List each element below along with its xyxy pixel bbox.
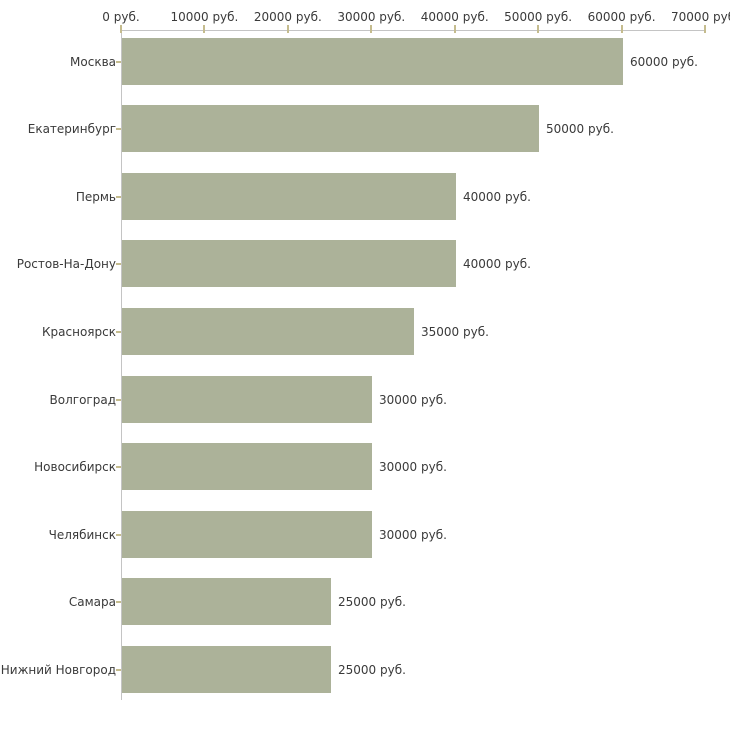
category-label: Красноярск <box>42 324 116 339</box>
value-label: 40000 руб. <box>463 256 531 271</box>
value-label: 60000 руб. <box>630 54 698 69</box>
bar <box>122 308 414 355</box>
y-axis-line <box>121 30 122 700</box>
value-label: 30000 руб. <box>379 392 447 407</box>
value-label: 35000 руб. <box>421 324 489 339</box>
bar <box>122 38 623 85</box>
x-axis-tick-label: 70000 руб. <box>671 10 730 24</box>
bar <box>122 511 372 558</box>
category-label: Ростов-На-Дону <box>16 256 116 271</box>
x-axis-tick-mark <box>620 25 623 33</box>
bar <box>122 105 539 152</box>
y-axis-tick-mark <box>116 127 121 130</box>
bar <box>122 646 331 693</box>
category-label: Волгоград <box>49 392 116 407</box>
category-label: Москва <box>70 54 116 69</box>
x-axis-tick-label: 20000 руб. <box>253 10 322 24</box>
category-label: Екатеринбург <box>27 121 116 136</box>
bar <box>122 173 456 220</box>
y-axis-tick-mark <box>116 465 121 468</box>
y-axis-tick-mark <box>116 195 121 198</box>
value-label: 50000 руб. <box>546 121 614 136</box>
x-axis-tick-label: 60000 руб. <box>587 10 656 24</box>
x-axis-tick-mark <box>453 25 456 33</box>
x-axis-tick-label: 10000 руб. <box>170 10 239 24</box>
y-axis-tick-mark <box>116 330 121 333</box>
y-axis-tick-mark <box>116 668 121 671</box>
y-axis-tick-mark <box>116 398 121 401</box>
bar <box>122 443 372 490</box>
bar <box>122 376 372 423</box>
value-label: 25000 руб. <box>338 662 406 677</box>
x-axis-tick-mark <box>203 25 206 33</box>
x-axis-tick-label: 0 руб. <box>102 10 140 24</box>
y-axis-tick-mark <box>116 600 121 603</box>
x-axis-line <box>121 30 705 31</box>
x-axis-tick-mark <box>120 25 122 33</box>
category-label: Пермь <box>75 189 116 204</box>
y-axis-tick-mark <box>116 533 121 536</box>
y-axis-tick-mark <box>116 60 121 63</box>
x-axis-tick-mark <box>370 25 373 33</box>
category-label: Новосибирск <box>34 459 116 474</box>
category-label: Самара <box>68 594 116 609</box>
x-axis-tick-mark <box>704 25 706 33</box>
value-label: 40000 руб. <box>463 189 531 204</box>
bar <box>122 240 456 287</box>
value-label: 30000 руб. <box>379 459 447 474</box>
x-axis-tick-label: 30000 руб. <box>337 10 406 24</box>
bar <box>122 578 331 625</box>
value-label: 25000 руб. <box>338 594 406 609</box>
value-label: 30000 руб. <box>379 527 447 542</box>
y-axis-tick-mark <box>116 262 121 265</box>
x-axis-tick-label: 40000 руб. <box>420 10 489 24</box>
x-axis-tick-mark <box>537 25 540 33</box>
x-axis-tick-label: 50000 руб. <box>504 10 573 24</box>
x-axis-tick-mark <box>286 25 289 33</box>
category-label: Нижний Новгород <box>0 662 116 677</box>
category-label: Челябинск <box>48 527 116 542</box>
